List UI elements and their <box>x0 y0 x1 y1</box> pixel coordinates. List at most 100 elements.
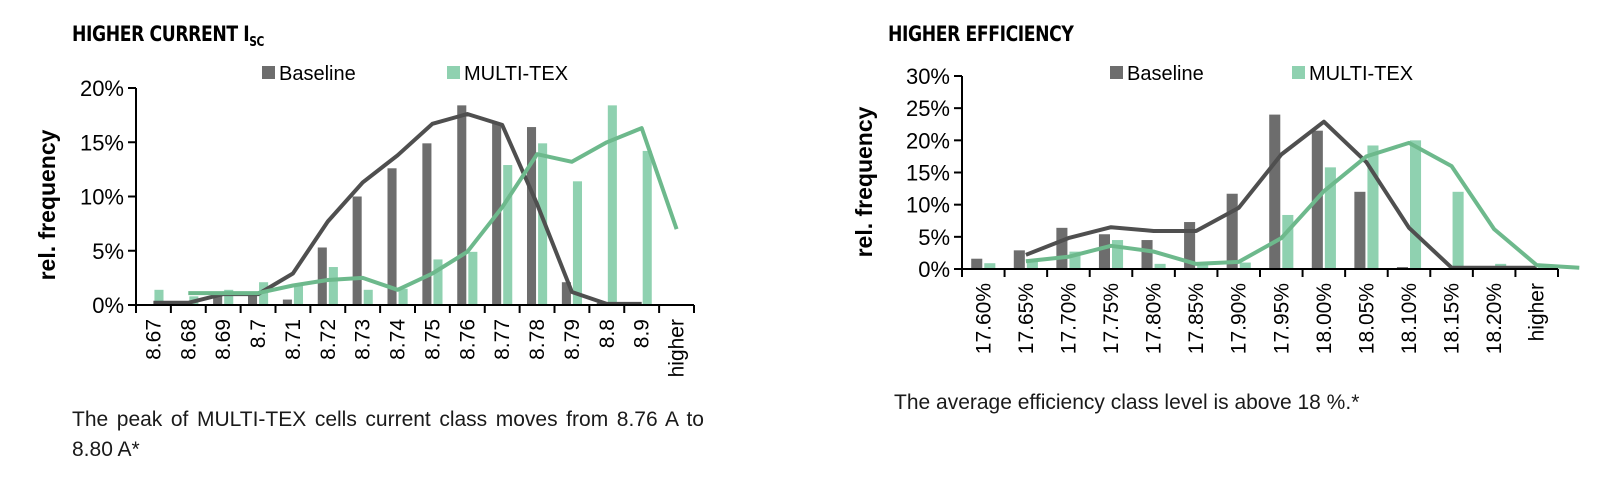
bar-baseline <box>561 282 571 305</box>
x-tick-label: 18.20% <box>1483 283 1506 354</box>
bar-baseline <box>526 127 537 305</box>
bar-multitex <box>1154 263 1166 269</box>
y-tick-label: 15% <box>80 130 124 155</box>
x-tick-label: 8.73 <box>352 319 375 360</box>
heading-main: HIGHER EFFICIENCY <box>888 22 1074 46</box>
x-tick-label: 18.15% <box>1441 283 1464 354</box>
legend-swatch <box>1110 66 1123 79</box>
bar-multitex <box>1282 214 1294 269</box>
trendline-baseline <box>153 112 642 306</box>
y-tick-label: 20% <box>80 76 124 101</box>
bar-baseline <box>247 291 258 305</box>
trendline-multitex <box>188 126 679 296</box>
bar-baseline <box>1184 222 1196 269</box>
heading-subscript: SC <box>249 35 264 51</box>
heading-main: HIGHER CURRENT I <box>72 22 250 46</box>
bar-multitex <box>1324 167 1336 269</box>
x-tick-label: 17.75% <box>1100 283 1123 354</box>
x-tick-label: 8.71 <box>282 319 305 360</box>
bar-multitex <box>398 288 408 305</box>
x-tick-label: 8.79 <box>561 319 584 360</box>
bar-baseline <box>1226 193 1238 269</box>
y-tick-label: 25% <box>906 96 950 121</box>
trendline-multitex <box>1025 140 1580 270</box>
bar-multitex <box>1112 240 1124 269</box>
efficiency-panel: HIGHER EFFICIENCY rel. frequency 0% 5% 10%… <box>840 0 1600 487</box>
y-tick-label: 15% <box>906 161 950 186</box>
x-tick-label: 17.85% <box>1185 283 1208 354</box>
x-tick-label: 8.75 <box>421 319 444 360</box>
bar-multitex <box>1239 262 1251 269</box>
x-tick-label: 17.90% <box>1228 283 1251 354</box>
bar-multitex <box>1452 191 1464 269</box>
bar-multitex <box>433 259 443 305</box>
efficiency-histogram: rel. frequency 0% 5% 10% 15% 20% 25% 30% 17.60%… <box>851 63 1580 354</box>
bar-baseline <box>352 196 362 305</box>
bar-baseline <box>1056 227 1068 269</box>
x-tick-label: 18.10% <box>1398 283 1421 354</box>
legend-label: Baseline <box>1127 63 1204 85</box>
y-tick-label: 10% <box>906 193 950 218</box>
y-tick-label: 20% <box>906 128 950 153</box>
bar-multitex <box>984 263 996 269</box>
bar-multitex <box>572 181 583 305</box>
bar-multitex <box>1069 251 1081 269</box>
bar-multitex <box>1026 261 1038 269</box>
bar-multitex <box>293 284 304 305</box>
x-tick-label: 8.76 <box>456 319 479 360</box>
x-tick-label: 17.95% <box>1270 283 1293 354</box>
x-tick-label: 17.70% <box>1057 283 1080 354</box>
bar-multitex <box>328 267 338 305</box>
bar-baseline <box>971 258 983 269</box>
legend-label: Baseline <box>279 63 356 85</box>
bar-multitex <box>503 165 513 305</box>
x-tick-label: 8.78 <box>526 319 549 360</box>
bar-baseline <box>1354 191 1366 269</box>
x-tick-label: 17.60% <box>972 283 995 354</box>
y-axis-label: rel. frequency <box>851 106 877 257</box>
x-tick-label: higher <box>1526 283 1549 341</box>
x-tick-label: 8.9 <box>631 319 654 348</box>
x-tick-label: higher <box>666 319 689 377</box>
bar-multitex <box>607 105 617 305</box>
y-tick-label: 5% <box>92 239 124 264</box>
x-tick-label: 17.65% <box>1015 283 1038 354</box>
bar-baseline <box>387 168 397 305</box>
y-tick-label: 0% <box>918 257 950 282</box>
bar-multitex <box>363 289 373 305</box>
bar-multitex <box>1197 264 1209 269</box>
x-tick-label: 8.8 <box>596 319 619 348</box>
x-tick-label: 8.74 <box>387 319 410 360</box>
current-panel: HIGHER CURRENT ISC rel. frequency 0% 5% 10… <box>0 0 760 487</box>
current-histogram: rel. frequency 0% 5% 10% 15% 20% 8.67 8.68 8.69… <box>34 63 695 377</box>
bar-baseline <box>317 247 327 305</box>
y-tick-label: 0% <box>92 293 124 318</box>
trendline-baseline <box>1025 119 1537 270</box>
legend-swatch <box>262 66 275 79</box>
chart-heading: HIGHER EFFICIENCY <box>888 22 1074 46</box>
x-tick-label: 8.72 <box>317 319 340 360</box>
bar-multitex <box>538 143 548 305</box>
x-tick-label: 8.7 <box>247 319 270 348</box>
y-axis-label: rel. frequency <box>34 129 60 280</box>
x-tick-label: 17.80% <box>1143 283 1166 354</box>
bar-baseline <box>457 105 467 305</box>
legend-swatch <box>447 66 460 79</box>
bar-multitex <box>154 289 164 305</box>
bar-baseline <box>422 143 432 305</box>
bar-baseline <box>1098 234 1110 269</box>
x-tick-label: 8.77 <box>491 319 514 360</box>
x-tick-label: 8.67 <box>142 319 165 360</box>
y-tick-label: 30% <box>906 64 950 89</box>
x-tick-label: 8.69 <box>212 319 235 360</box>
bar-baseline <box>1013 250 1025 269</box>
chart-caption: The average efficiency class level is ab… <box>894 391 1360 414</box>
legend-label: MULTI-TEX <box>1309 63 1413 85</box>
bar-baseline <box>1269 114 1281 269</box>
y-tick-label: 10% <box>80 185 124 210</box>
x-tick-label: 8.68 <box>177 319 200 360</box>
x-tick-label: 18.00% <box>1313 283 1336 354</box>
legend-label: MULTI-TEX <box>464 63 568 85</box>
y-tick-label: 5% <box>918 225 950 250</box>
bar-baseline <box>282 299 292 305</box>
